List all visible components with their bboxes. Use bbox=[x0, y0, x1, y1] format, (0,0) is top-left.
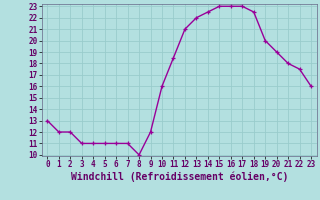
X-axis label: Windchill (Refroidissement éolien,°C): Windchill (Refroidissement éolien,°C) bbox=[70, 172, 288, 182]
